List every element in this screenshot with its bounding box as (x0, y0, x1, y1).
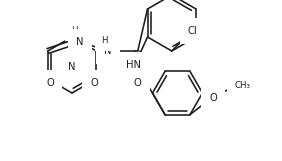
Text: N: N (68, 62, 76, 72)
Text: H: H (102, 35, 108, 44)
Text: O: O (134, 78, 142, 88)
Text: CH₃: CH₃ (234, 81, 250, 90)
Text: N: N (104, 46, 111, 56)
Text: N: N (76, 37, 83, 47)
Text: O: O (90, 78, 98, 88)
Text: HN: HN (126, 60, 141, 70)
Text: H: H (72, 25, 78, 34)
Text: Cl: Cl (188, 26, 198, 36)
Text: O: O (46, 78, 54, 88)
Text: O: O (209, 93, 217, 103)
